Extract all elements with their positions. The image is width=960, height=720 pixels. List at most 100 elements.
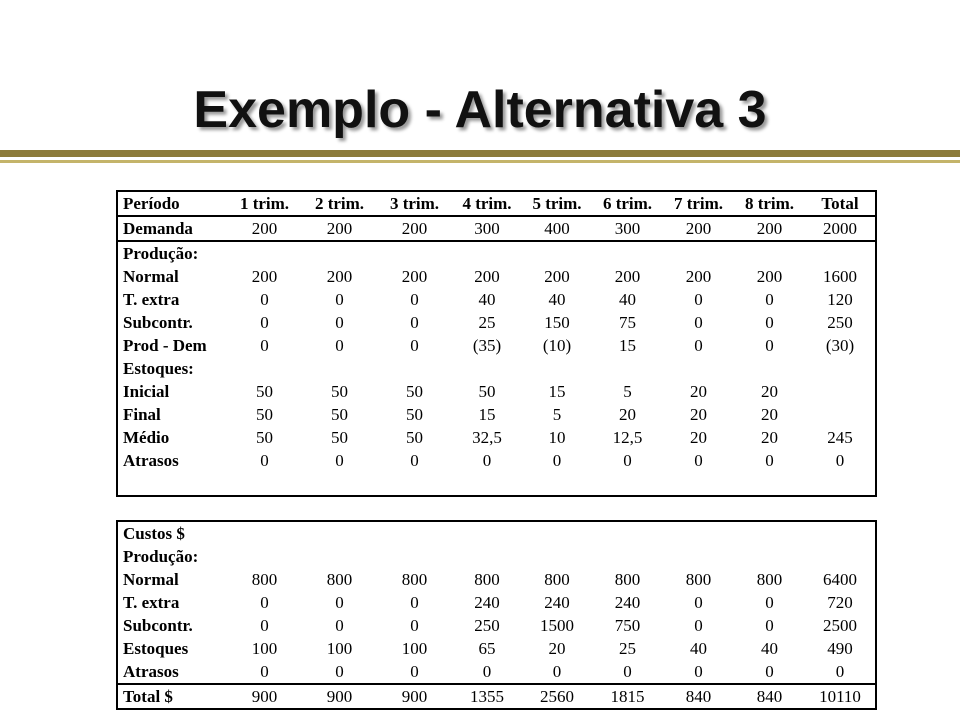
row-label: Atrasos bbox=[116, 660, 227, 684]
table-cell: 900 bbox=[227, 683, 302, 710]
table-cell: 50 bbox=[256, 428, 273, 447]
table-cell: 900 bbox=[302, 683, 377, 710]
table-cell: 20 bbox=[761, 382, 778, 401]
production-row: Prod - Dem 0 0 0 (35) (10) 15 0 0 (30) bbox=[116, 334, 877, 357]
row-label: Custos $ bbox=[116, 520, 227, 545]
table-cell: 240 bbox=[544, 593, 570, 612]
table-cell: 50 bbox=[406, 428, 423, 447]
row-label: Atrasos bbox=[116, 449, 227, 472]
table-cell: 40 bbox=[761, 639, 778, 658]
table-cell: 25 bbox=[478, 313, 496, 332]
table-cell: 800 bbox=[251, 570, 278, 589]
table-cell: 3 trim. bbox=[377, 190, 452, 217]
table-cell bbox=[227, 241, 302, 265]
table-cell: 0 bbox=[694, 662, 703, 681]
table-cell: 50 bbox=[256, 405, 273, 424]
table-cell: 0 bbox=[694, 290, 703, 309]
table-cell bbox=[522, 241, 592, 265]
title-rule-dark bbox=[0, 150, 960, 157]
table-cell: 2000 bbox=[805, 216, 877, 242]
table-cell bbox=[522, 357, 592, 380]
table-cell: 6 trim. bbox=[592, 190, 663, 217]
table-cell: (30) bbox=[805, 334, 877, 357]
table-cell: 300 bbox=[452, 216, 522, 242]
table-cell: 20 bbox=[619, 405, 636, 424]
table-cell: 0 bbox=[694, 313, 703, 332]
table-cell: 200 bbox=[302, 216, 377, 242]
table-cell bbox=[227, 357, 302, 380]
table-cell bbox=[663, 241, 734, 265]
header-row: Período 1 trim. 2 trim. 3 trim. 4 trim. 5 tri… bbox=[116, 190, 877, 217]
planning-table-wrap: Período 1 trim. 2 trim. 3 trim. 4 trim. 5 tri… bbox=[116, 190, 877, 710]
table-cell bbox=[452, 520, 522, 545]
table-cell bbox=[227, 520, 302, 545]
production-row: Médio 50 50 50 32,5 10 12,5 20 20 245 bbox=[116, 426, 877, 449]
table-cell: 800 bbox=[756, 570, 783, 589]
table-cell: 7 trim. bbox=[663, 190, 734, 217]
table-cell: 0 bbox=[552, 662, 562, 681]
table-cell: 200 bbox=[544, 267, 570, 286]
table-cell: 2 trim. bbox=[302, 190, 377, 217]
table-cell bbox=[377, 545, 452, 568]
table-cell bbox=[302, 357, 377, 380]
table-cell: 200 bbox=[377, 216, 452, 242]
table-cell: 200 bbox=[756, 267, 783, 286]
table-cell: 20 bbox=[690, 382, 707, 401]
table-cell: 1 trim. bbox=[227, 190, 302, 217]
table-cell: 20 bbox=[690, 405, 707, 424]
table-cell: 150 bbox=[544, 313, 570, 332]
table-cell: 0 bbox=[410, 336, 419, 355]
table-cell: 0 bbox=[765, 616, 774, 635]
table-cell: 50 bbox=[331, 428, 348, 447]
table-cell bbox=[592, 241, 663, 265]
table-cell: 2560 bbox=[522, 683, 592, 710]
table-cell: 245 bbox=[805, 426, 877, 449]
section-gap bbox=[117, 496, 876, 521]
row-label: Produção: bbox=[116, 545, 227, 568]
table-cell: (35) bbox=[472, 336, 502, 355]
table-cell: 0 bbox=[765, 662, 774, 681]
table-cell bbox=[805, 357, 877, 380]
table-cell bbox=[522, 545, 592, 568]
table-cell: 40 bbox=[690, 639, 707, 658]
table-cell bbox=[302, 241, 377, 265]
table-cell: 15 bbox=[619, 336, 636, 355]
row-label: Total $ bbox=[116, 683, 227, 710]
table-cell: 40 bbox=[548, 290, 566, 309]
table-cell bbox=[592, 545, 663, 568]
row-label: Inicial bbox=[116, 380, 227, 403]
table-cell bbox=[805, 403, 877, 426]
table-cell: 300 bbox=[592, 216, 663, 242]
table-cell bbox=[734, 545, 805, 568]
table-cell: 800 bbox=[685, 570, 712, 589]
table-cell: 50 bbox=[406, 382, 423, 401]
table-cell: 0 bbox=[335, 313, 344, 332]
row-label: Subcontr. bbox=[116, 311, 227, 334]
planning-table: Período 1 trim. 2 trim. 3 trim. 4 trim. 5 tri… bbox=[116, 190, 877, 710]
table-cell: 40 bbox=[478, 290, 496, 309]
table-cell: 200 bbox=[227, 216, 302, 242]
cost-row: T. extra 0 0 0 240 240 240 0 0 720 bbox=[116, 591, 877, 614]
table-cell: 800 bbox=[326, 570, 353, 589]
table-cell: 0 bbox=[805, 449, 877, 472]
table-cell: 800 bbox=[614, 570, 641, 589]
table-cell bbox=[734, 357, 805, 380]
table-cell: 1355 bbox=[452, 683, 522, 710]
cost-row: Estoques 100 100 100 65 20 25 40 40 490 bbox=[116, 637, 877, 660]
table-cell: 0 bbox=[260, 290, 269, 309]
table-cell: 15 bbox=[548, 382, 566, 401]
table-cell: 50 bbox=[406, 405, 423, 424]
table-cell: 5 bbox=[623, 382, 632, 401]
table-cell: 720 bbox=[805, 591, 877, 614]
production-row: Atrasos 0 0 0 0 0 0 0 0 0 bbox=[116, 449, 877, 472]
row-label: Médio bbox=[116, 426, 227, 449]
table-cell: 0 bbox=[260, 616, 269, 635]
table-cell: 4 trim. bbox=[452, 190, 522, 217]
table-cell: 840 bbox=[663, 683, 734, 710]
slide-title: Exemplo - Alternativa 3 bbox=[193, 81, 767, 139]
cost-row: Produção: bbox=[116, 545, 877, 568]
table-cell: 120 bbox=[805, 288, 877, 311]
table-cell: 0 bbox=[694, 593, 703, 612]
row-label: Período bbox=[116, 190, 227, 217]
table-cell: 0 bbox=[410, 290, 419, 309]
